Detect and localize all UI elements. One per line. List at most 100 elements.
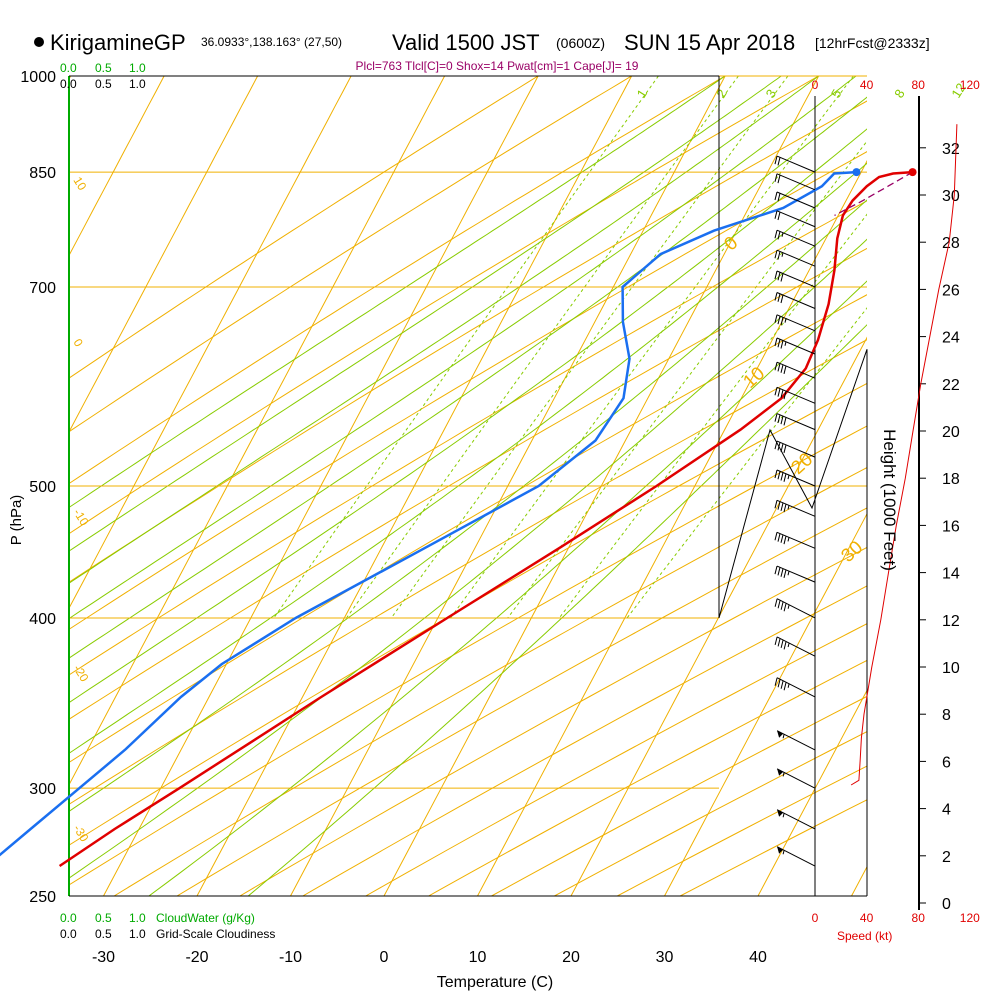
wind-barb-feather [784, 682, 786, 690]
station-name: KirigamineGP [50, 30, 186, 55]
wind-barb-half-feather [785, 319, 786, 323]
wind-barb-feather [775, 532, 777, 540]
wind-barb-staff [777, 769, 815, 788]
temperature-tick-label: 10 [469, 949, 487, 966]
wind-barb-feather [778, 212, 780, 220]
right-edge [719, 349, 867, 896]
height-tick-label: 18 [942, 471, 960, 488]
wind-barb-feather [784, 445, 786, 453]
height-tick-label: 14 [942, 566, 960, 583]
mixing-ratio-label: 2 [713, 87, 730, 101]
cl-scale-top-1: 0.5 [95, 77, 112, 91]
wind-barb-feather [778, 567, 780, 575]
temperature-tick-label: -20 [185, 949, 208, 966]
height-tick-label: 26 [942, 282, 960, 299]
height-tick-label: 16 [942, 518, 960, 535]
wind-barb-feather [781, 681, 783, 689]
mixing-ratio-line [451, 76, 854, 618]
wind-barb-feather [781, 365, 783, 373]
chart-text: KirigamineGP 36.0933°,138.163° (27,50) V… [8, 30, 930, 991]
height-tick-label: 4 [942, 802, 951, 819]
station-bullet-icon [34, 37, 44, 47]
height-tick-label: 32 [942, 141, 960, 158]
mixing-ratio-line [347, 76, 739, 618]
wind-barb-feather [778, 471, 780, 479]
temperature-tick-label: 40 [749, 949, 767, 966]
wind-barb-half-feather [783, 772, 784, 776]
wind-barb-feather [778, 252, 780, 260]
wind-barb-feather [781, 503, 783, 511]
wind-barb-staff [777, 271, 815, 287]
wind-barb-half-feather [783, 813, 784, 817]
height-tick-label: 30 [942, 188, 960, 205]
wind-barb-feather [784, 417, 786, 425]
mixing-ratio-label: 3 [763, 87, 780, 101]
cl-scale-top-2: 1.0 [129, 77, 146, 91]
wind-barb-feather [784, 474, 786, 482]
height-tick-label: 24 [942, 330, 960, 347]
height-tick-label: 12 [942, 613, 960, 630]
temperature-tick-label: 20 [562, 949, 580, 966]
wind-barb-staff [777, 250, 815, 266]
stability-params: Plcl=763 Tlcl[C]=0 Shox=14 Pwat[cm]=1 Ca… [356, 59, 639, 73]
wind-barb-feather [778, 600, 780, 608]
mixing-ratio-label: 8 [891, 87, 908, 101]
wind-barb-staff [777, 156, 815, 172]
cw-scale-top-2: 1.0 [129, 61, 146, 75]
wind-barb-feather [784, 570, 786, 578]
wind-barb-feather [775, 599, 777, 607]
valid-time: Valid 1500 JST [392, 30, 540, 55]
wind-barb-staff [777, 362, 815, 378]
isotherm-label: 10 [70, 174, 89, 193]
wind-barb-feather [775, 211, 777, 219]
wind-barb-staff [777, 338, 815, 354]
pressure-tick-label: 250 [29, 889, 56, 906]
wind-barb-half-feather [783, 734, 784, 738]
wind-barb-feather [781, 295, 783, 303]
wind-barb-feather [778, 534, 780, 542]
wind-barb-feather [784, 536, 786, 544]
wind-barb-half-feather [785, 342, 786, 346]
wind-barb-staff [777, 414, 815, 430]
speed-tick-label-bottom: 120 [960, 911, 980, 925]
pressure-tick-label: 300 [29, 781, 56, 798]
speed-axis-title: Speed (kt) [837, 929, 892, 943]
temperature-line [60, 172, 913, 866]
wind-barb-feather [775, 271, 777, 279]
wind-barb-staff [777, 566, 815, 582]
cloudwater-label: CloudWater (g/Kg) [156, 911, 255, 925]
height-tick-label: 20 [942, 424, 960, 441]
wind-barb-feather [781, 473, 783, 481]
cl-scale-top-0: 0.0 [60, 77, 77, 91]
x-axis-title: Temperature (C) [437, 974, 553, 991]
wind-barb-feather [775, 230, 777, 238]
surface-dewpoint-dot [852, 168, 860, 176]
pressure-tick-label: 1000 [20, 69, 56, 86]
cw-scale-bottom-2: 1.0 [129, 911, 146, 925]
wind-barb-feather [781, 640, 783, 648]
wind-barb-feather [778, 175, 780, 183]
wind-barb-half-feather [788, 684, 789, 688]
height-tick-label: 8 [942, 707, 951, 724]
pressure-tick-label: 850 [29, 165, 56, 182]
wind-barb-feather [781, 535, 783, 543]
mixing-ratio-line [274, 76, 659, 618]
wind-barb-feather [775, 293, 777, 301]
wind-barb-half-feather [783, 850, 784, 854]
wind-barb-half-feather [788, 475, 789, 479]
isotherm-line [852, 76, 1000, 896]
cw-scale-top-0: 0.0 [60, 61, 77, 75]
isotherm-label: 0 [70, 336, 86, 349]
cl-scale-bottom-0: 0.0 [60, 927, 77, 941]
wind-barb-staff [777, 847, 815, 866]
temperature-tick-label: 0 [380, 949, 389, 966]
forecast-cycle: [12hrFcst@2333z] [815, 35, 930, 51]
cw-scale-bottom-1: 0.5 [95, 911, 112, 925]
wind-barb-feather [778, 231, 780, 239]
wind-barb-staff [777, 599, 815, 618]
pressure-tick-label: 400 [29, 611, 56, 628]
cloudiness-label: Grid-Scale Cloudiness [156, 927, 275, 941]
wind-barb-feather [781, 444, 783, 452]
isotherm-label: -10 [70, 506, 91, 528]
